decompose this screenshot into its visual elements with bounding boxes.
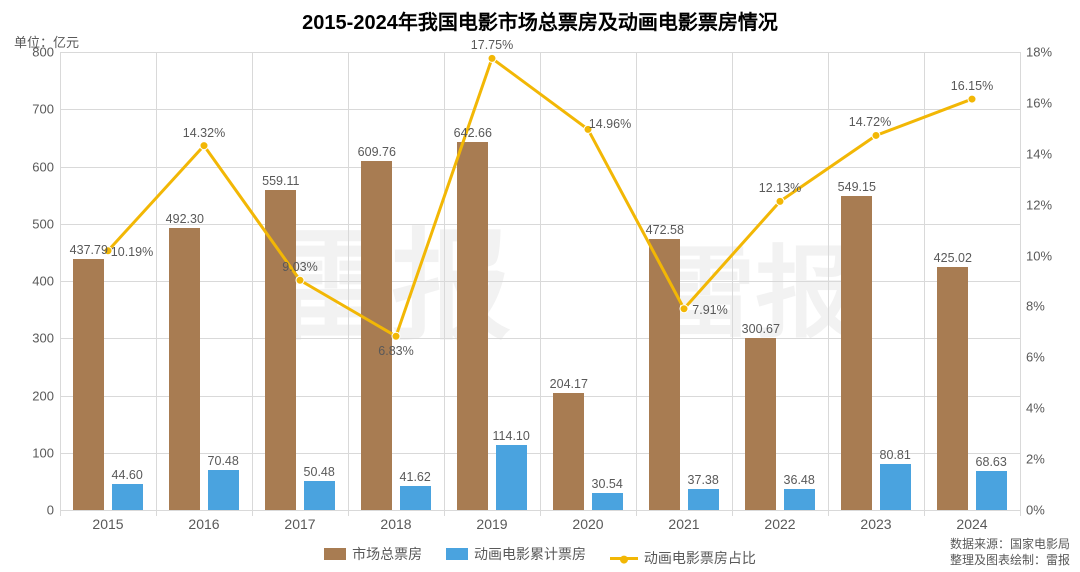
x-tick: 2020	[572, 510, 603, 532]
y-left-tick: 200	[10, 388, 60, 403]
x-tick: 2017	[284, 510, 315, 532]
pct-marker	[776, 197, 784, 205]
y-right-tick: 16%	[1020, 95, 1070, 110]
legend-swatch	[324, 548, 346, 560]
pct-value-label: 9.03%	[282, 260, 317, 274]
legend-item-anim: 动画电影累计票房	[446, 544, 586, 564]
x-tick: 2023	[860, 510, 891, 532]
y-right-tick: 2%	[1020, 452, 1070, 467]
x-tick: 2024	[956, 510, 987, 532]
y-left-tick: 300	[10, 331, 60, 346]
y-left-tick: 700	[10, 102, 60, 117]
y-right-tick: 6%	[1020, 350, 1070, 365]
source-line: 数据来源：国家电影局	[950, 536, 1070, 552]
legend-item-pct: 动画电影票房占比	[610, 548, 756, 568]
bar-value-label: 36.48	[784, 473, 815, 487]
bar-value-label: 642.66	[454, 126, 492, 140]
x-tick: 2015	[92, 510, 123, 532]
y-right-tick: 12%	[1020, 197, 1070, 212]
y-right-tick: 18%	[1020, 45, 1070, 60]
source-note: 数据来源：国家电影局 整理及图表绘制：雷报	[950, 536, 1070, 568]
pct-marker	[200, 142, 208, 150]
x-tick: 2019	[476, 510, 507, 532]
x-tick: 2018	[380, 510, 411, 532]
pct-marker	[968, 95, 976, 103]
legend-swatch	[610, 557, 638, 560]
pct-marker	[680, 305, 688, 313]
bar-value-label: 37.38	[688, 473, 719, 487]
bar-value-label: 80.81	[880, 448, 911, 462]
bar-value-label: 50.48	[304, 465, 335, 479]
y-left-tick: 0	[10, 503, 60, 518]
legend-item-total: 市场总票房	[324, 544, 422, 564]
bar-value-label: 44.60	[112, 468, 143, 482]
legend-swatch	[446, 548, 468, 560]
bar-value-label: 114.10	[493, 429, 530, 443]
bar-value-label: 30.54	[592, 477, 623, 491]
legend-label: 动画电影累计票房	[474, 544, 586, 564]
bar-value-label: 204.17	[550, 377, 588, 391]
bar-value-label: 437.79	[70, 243, 108, 257]
x-tick: 2021	[668, 510, 699, 532]
chart-container: 2015-2024年我国电影市场总票房及动画电影票房情况 单位：亿元 雷报 雷报…	[0, 0, 1080, 572]
x-tick: 2022	[764, 510, 795, 532]
pct-marker	[488, 54, 496, 62]
plot-area: 雷报 雷报 01002003004005006007008000%2%4%6%8…	[60, 52, 1020, 510]
x-tick: 2016	[188, 510, 219, 532]
bar-value-label: 41.62	[400, 470, 431, 484]
bar-value-label: 425.02	[934, 251, 972, 265]
bar-value-label: 472.58	[646, 223, 684, 237]
pct-marker	[296, 276, 304, 284]
chart-title: 2015-2024年我国电影市场总票房及动画电影票房情况	[0, 6, 1080, 35]
pct-value-label: 14.72%	[849, 115, 891, 129]
bar-value-label: 70.48	[208, 454, 239, 468]
y-right-tick: 4%	[1020, 401, 1070, 416]
legend: 市场总票房 动画电影累计票房 动画电影票房占比	[0, 544, 1080, 569]
pct-value-label: 16.15%	[951, 79, 993, 93]
bar-value-label: 609.76	[358, 145, 396, 159]
category-divider	[1020, 52, 1021, 516]
pct-marker	[872, 131, 880, 139]
pct-value-label: 6.83%	[378, 344, 413, 358]
y-right-tick: 0%	[1020, 503, 1070, 518]
legend-label: 市场总票房	[352, 544, 422, 564]
y-right-tick: 14%	[1020, 146, 1070, 161]
bar-value-label: 68.63	[976, 455, 1007, 469]
pct-marker	[392, 332, 400, 340]
y-left-tick: 500	[10, 216, 60, 231]
pct-line	[108, 58, 972, 336]
pct-value-label: 17.75%	[471, 38, 513, 52]
y-left-tick: 600	[10, 159, 60, 174]
y-left-tick: 400	[10, 274, 60, 289]
bar-value-label: 549.15	[838, 180, 876, 194]
bar-value-label: 559.11	[262, 174, 299, 188]
bar-value-label: 492.30	[166, 212, 204, 226]
pct-value-label: 7.91%	[692, 303, 727, 317]
y-left-tick: 800	[10, 45, 60, 60]
y-right-tick: 8%	[1020, 299, 1070, 314]
source-line: 整理及图表绘制：雷报	[950, 552, 1070, 568]
pct-value-label: 14.32%	[183, 126, 225, 140]
y-left-tick: 100	[10, 445, 60, 460]
y-right-tick: 10%	[1020, 248, 1070, 263]
pct-value-label: 12.13%	[759, 181, 801, 195]
legend-label: 动画电影票房占比	[644, 548, 756, 568]
bar-value-label: 300.67	[742, 322, 780, 336]
pct-value-label: 14.96%	[589, 117, 631, 131]
pct-value-label: 10.19%	[111, 245, 153, 259]
